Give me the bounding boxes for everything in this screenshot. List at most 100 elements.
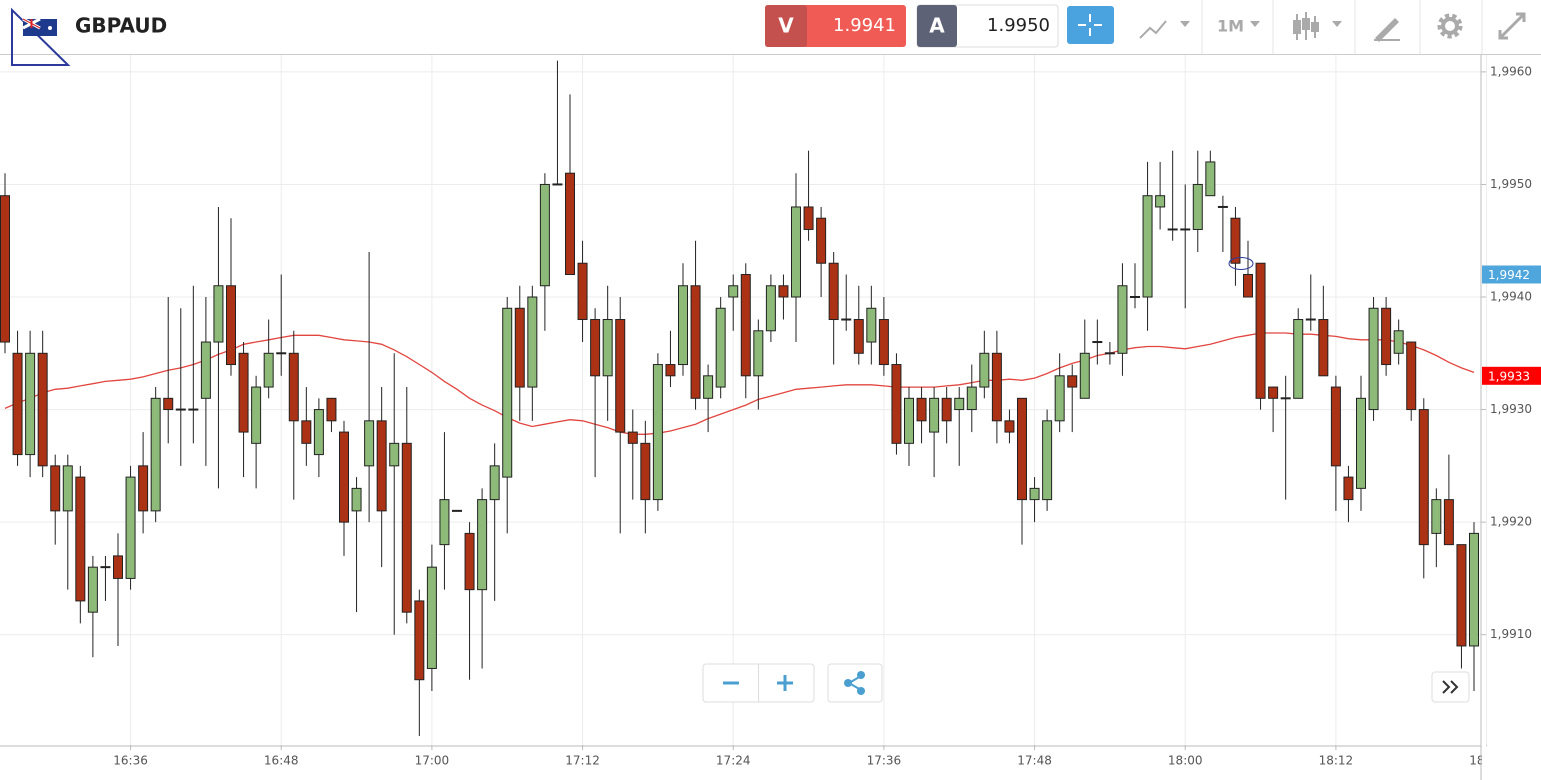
candle-body [1155, 195, 1166, 208]
candle-body [1381, 307, 1392, 366]
candle-body [62, 465, 73, 512]
buy-button[interactable]: A 1.9950 [916, 4, 1059, 48]
y-tick-label: 1,9960 [1490, 64, 1532, 78]
labels: 1,9910 1,9920 1,9930 1,9940 1,9950 1,9960 [1481, 64, 1532, 641]
candle-body [941, 397, 952, 422]
candle-body [791, 206, 801, 298]
candle-body [627, 431, 638, 444]
candle-body [188, 408, 199, 411]
candle-body [615, 319, 626, 433]
candle-body [87, 566, 98, 613]
candle-body [301, 420, 312, 444]
candle-body [401, 442, 412, 613]
candle-body [1356, 397, 1366, 489]
candle-body [464, 532, 475, 591]
candle-body [414, 600, 425, 681]
candle-body [929, 397, 940, 433]
candle-body [602, 319, 613, 377]
sell-price: 1.9941 [833, 15, 896, 36]
buy-price: 1.9950 [987, 15, 1050, 36]
candle-body [163, 397, 174, 411]
settings-button[interactable] [1437, 13, 1463, 39]
candle-body [703, 375, 714, 399]
candle-body [125, 476, 136, 579]
candle-body [351, 487, 362, 512]
share-icon [857, 671, 865, 679]
timeframe-button[interactable]: 1M [1217, 17, 1260, 36]
crosshair-button[interactable] [1067, 6, 1114, 44]
candle-body [113, 555, 123, 579]
candle-body [1192, 183, 1203, 230]
candle-body [828, 262, 839, 321]
candle-body [1104, 352, 1115, 355]
candle-body [226, 285, 236, 366]
candle-body [0, 195, 10, 343]
candle-body [439, 499, 450, 546]
chart-type-button[interactable] [1139, 20, 1190, 39]
candle-body [1205, 161, 1216, 197]
candle-body [426, 566, 437, 669]
candle-body [1343, 476, 1354, 501]
candle-body [715, 307, 726, 388]
price-badge-label: 1,9933 [1488, 369, 1530, 383]
candle-body [916, 397, 927, 422]
fullscreen-button[interactable] [1498, 12, 1526, 40]
x-tick-label: 17:36 [867, 754, 902, 768]
moving-average [4, 332, 1475, 435]
chart-type-icon [1139, 20, 1167, 39]
candle-body [904, 397, 914, 444]
candle-body [100, 566, 111, 569]
candle-body [389, 442, 400, 467]
candle-body [1368, 307, 1379, 411]
candle-body [213, 285, 224, 343]
flag[interactable] [22, 17, 57, 36]
candle-body [778, 285, 789, 298]
dropdown-arrow [1180, 21, 1190, 27]
candle-body [640, 442, 651, 501]
candle-body [138, 465, 149, 512]
candle-body [1017, 397, 1027, 501]
share-button[interactable] [827, 663, 883, 703]
sell-button[interactable]: V 1.9941 [765, 5, 906, 47]
sell-label: V [778, 14, 794, 38]
candle-body [803, 206, 814, 230]
draw-button[interactable] [1374, 18, 1400, 42]
candle-body [728, 285, 739, 298]
candle-type-button[interactable] [1293, 12, 1342, 40]
zoom-in-button[interactable] [777, 675, 793, 691]
candle-body [1130, 296, 1140, 299]
candle-body [1293, 319, 1304, 399]
candle-body [288, 352, 299, 422]
y-tick-label: 1,9930 [1490, 402, 1532, 416]
candle-icon [1311, 22, 1319, 32]
candle-body [954, 397, 965, 411]
candles [0, 60, 1479, 736]
candle-body [313, 409, 324, 456]
candle-body [1092, 341, 1103, 344]
candle-body [50, 465, 61, 512]
draw-icon [1375, 18, 1399, 42]
x-tick-label: 18:00 [1168, 754, 1203, 768]
dropdown-arrow [1250, 21, 1260, 27]
zoom-controls [702, 663, 883, 703]
scroll-box [1431, 671, 1470, 703]
candle-body [1393, 330, 1404, 354]
candle-body [1268, 386, 1279, 399]
candle-body [1305, 318, 1316, 321]
plus-icon [777, 675, 793, 691]
scroll-icon [1442, 680, 1459, 694]
candle-body [364, 420, 375, 467]
share-box [827, 663, 883, 703]
candle-body [765, 285, 776, 332]
scroll-end-button[interactable] [1431, 671, 1470, 703]
x-tick-label: 16:36 [113, 754, 148, 768]
candle-body [1255, 262, 1266, 399]
candle-body [1406, 341, 1417, 411]
x-tick-label: 17:00 [415, 754, 450, 768]
candle-body [25, 352, 36, 456]
x-tick-label: 16:48 [264, 754, 299, 768]
candle-body [891, 364, 902, 444]
candle-body [1280, 397, 1291, 400]
